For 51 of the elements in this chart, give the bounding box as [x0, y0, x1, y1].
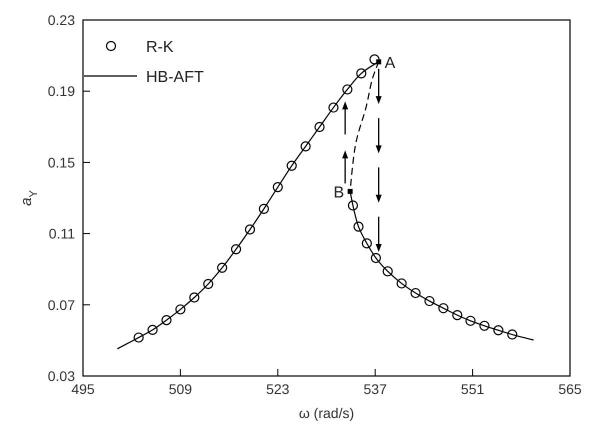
- x-tick-label: 565: [558, 381, 582, 397]
- point: [217, 262, 228, 273]
- point: [396, 278, 407, 289]
- point: [424, 296, 435, 306]
- annotation: A: [384, 54, 396, 72]
- y-tick-label: 0.23: [48, 12, 76, 28]
- point: [348, 188, 353, 194]
- x-tick-label: 537: [364, 381, 388, 397]
- x-axis-title: ω (rad/s): [298, 405, 354, 421]
- point: [479, 320, 490, 331]
- point: [369, 54, 380, 64]
- point: [244, 224, 256, 235]
- point: [348, 200, 358, 211]
- point: [272, 182, 283, 192]
- legend-label: HB-AFT: [146, 69, 204, 86]
- point: [356, 68, 366, 78]
- point: [300, 141, 311, 152]
- point: [410, 288, 421, 298]
- x-tick-label: 495: [71, 381, 95, 397]
- point: [175, 304, 186, 315]
- x-tick-label: 551: [460, 381, 484, 397]
- point: [353, 222, 364, 232]
- point: [161, 315, 172, 326]
- point: [134, 332, 144, 343]
- point: [465, 316, 476, 326]
- x-tick-label: 523: [266, 381, 290, 397]
- point: [230, 244, 242, 254]
- point: [314, 122, 325, 132]
- point: [147, 324, 158, 335]
- y-tick-label: 0.15: [48, 154, 76, 170]
- point: [438, 303, 448, 314]
- point: [370, 252, 381, 264]
- point: [493, 325, 504, 336]
- y-tick-label: 0.19: [48, 83, 76, 100]
- point: [258, 204, 269, 214]
- point: [382, 266, 393, 276]
- point: [328, 102, 339, 113]
- y-tick-label: 0.03: [48, 368, 76, 384]
- point: [342, 84, 352, 95]
- point: [507, 329, 518, 340]
- y-tick-label: 0.11: [48, 226, 76, 242]
- point: [203, 278, 214, 290]
- y-tick-label: 0.07: [48, 296, 76, 313]
- point: [362, 238, 372, 248]
- point: [189, 292, 200, 303]
- legend-label: R-K: [146, 39, 174, 56]
- x-tick-label: 509: [168, 381, 192, 397]
- point: [286, 160, 297, 171]
- point: [376, 59, 382, 64]
- point: [452, 310, 462, 320]
- annotation: B: [333, 184, 344, 202]
